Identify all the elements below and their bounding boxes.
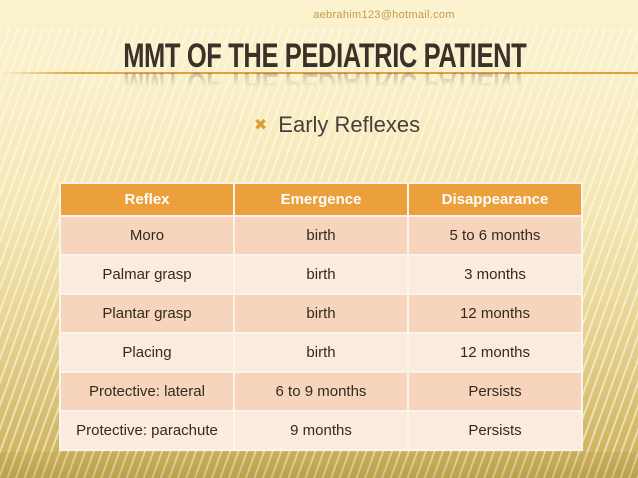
column-header-reflex: Reflex: [59, 182, 235, 217]
table-cell: birth: [233, 254, 409, 295]
reflex-table-header: Reflex Emergence Disappearance: [59, 182, 583, 217]
header-row: Reflex Emergence Disappearance: [59, 182, 583, 217]
table-cell: 3 months: [407, 254, 583, 295]
reflex-table: Reflex Emergence Disappearance Moro birth…: [59, 182, 583, 451]
table-cell: Protective: lateral: [59, 371, 235, 412]
column-header-emergence: Emergence: [233, 182, 409, 217]
table-cell: 12 months: [407, 332, 583, 373]
table-cell: 5 to 6 months: [407, 215, 583, 256]
column-header-disappearance: Disappearance: [407, 182, 583, 217]
table-row: Plantar grasp birth 12 months: [59, 293, 583, 334]
table-cell: Plantar grasp: [59, 293, 235, 334]
table-cell: Palmar grasp: [59, 254, 235, 295]
table-cell: Persists: [407, 371, 583, 412]
table-cell: birth: [233, 215, 409, 256]
table-cell: 9 months: [233, 410, 409, 451]
reflex-table-container: Reflex Emergence Disappearance Moro birth…: [59, 182, 583, 451]
table-row: Placing birth 12 months: [59, 332, 583, 373]
table-row: Moro birth 5 to 6 months: [59, 215, 583, 256]
table-cell: birth: [233, 293, 409, 334]
author-email: aebrahim123@hotmail.com: [313, 9, 455, 21]
table-row: Protective: parachute 9 months Persists: [59, 410, 583, 451]
x-bullet-icon: ✖: [253, 117, 268, 134]
table-cell: Protective: parachute: [59, 410, 235, 451]
table-row: Protective: lateral 6 to 9 months Persists: [59, 371, 583, 412]
table-cell: Moro: [59, 215, 235, 256]
table-cell: birth: [233, 332, 409, 373]
bullet-row: ✖ Early Reflexes: [0, 112, 638, 138]
slide-title-text: MMT OF THE PEDIATRIC PATIENT: [123, 37, 527, 75]
title-underline: [0, 72, 638, 74]
table-row: Palmar grasp birth 3 months: [59, 254, 583, 295]
bullet-label: Early Reflexes: [278, 112, 421, 137]
table-cell: 6 to 9 months: [233, 371, 409, 412]
slide-title: MMT OF THE PEDIATRIC PATIENT: [0, 39, 638, 73]
reflex-table-body: Moro birth 5 to 6 months Palmar grasp birth 3…: [59, 215, 583, 451]
table-cell: 12 months: [407, 293, 583, 334]
table-cell: Persists: [407, 410, 583, 451]
bottom-gold-band: [0, 452, 638, 478]
table-cell: Placing: [59, 332, 235, 373]
